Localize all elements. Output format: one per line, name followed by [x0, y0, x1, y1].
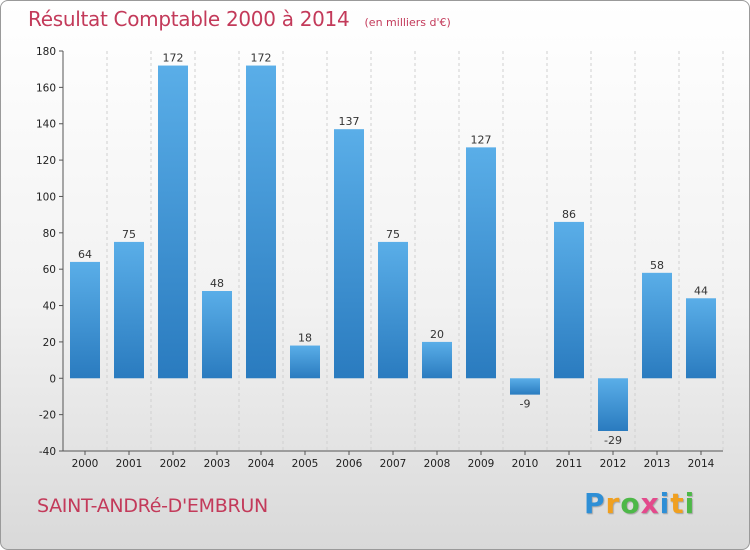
- x-tick-label: 2007: [380, 458, 407, 470]
- bar: [466, 147, 496, 379]
- x-tick-label: 2003: [204, 458, 231, 470]
- logo-letter: r: [605, 487, 621, 520]
- bar-value-label: 18: [298, 332, 312, 345]
- bar-value-label: 75: [386, 228, 400, 241]
- bar-value-label: 86: [562, 208, 576, 221]
- x-tick-label: 2005: [292, 458, 319, 470]
- bar-value-label: 172: [251, 52, 272, 65]
- bar-value-label: 64: [78, 248, 92, 261]
- y-tick-label: 100: [36, 191, 56, 203]
- bar: [114, 241, 144, 379]
- y-tick-label: -40: [39, 446, 56, 458]
- bar: [158, 65, 188, 379]
- bar-value-label: 20: [430, 328, 444, 341]
- bar-value-label: 137: [339, 115, 360, 128]
- proxiti-logo: Proxiti: [584, 487, 695, 520]
- x-tick-label: 2001: [116, 458, 143, 470]
- logo-letter: i: [684, 487, 696, 520]
- chart-title: Résultat Comptable 2000 à 2014: [28, 7, 350, 31]
- y-tick-label: 20: [43, 337, 56, 349]
- logo-letter: t: [670, 487, 685, 520]
- chart-unit: (en milliers d'€): [364, 16, 451, 29]
- x-tick-label: 2002: [160, 458, 187, 470]
- bar-value-label: 58: [650, 259, 664, 272]
- bar-value-label: 172: [163, 52, 184, 65]
- y-tick-label: 60: [43, 264, 56, 276]
- y-tick-label: 180: [36, 46, 56, 58]
- bar: [378, 241, 408, 379]
- x-tick-label: 2006: [336, 458, 363, 470]
- y-tick-label: 160: [36, 82, 56, 94]
- y-tick-label: 140: [36, 119, 56, 131]
- logo-letter: P: [584, 487, 606, 520]
- bar-value-label: 75: [122, 228, 136, 241]
- title-row: Résultat Comptable 2000 à 2014 (en milli…: [28, 7, 451, 31]
- bar: [202, 291, 232, 379]
- x-tick-label: 2008: [424, 458, 451, 470]
- x-tick-label: 2000: [72, 458, 99, 470]
- x-tick-label: 2013: [644, 458, 671, 470]
- y-tick-label: 0: [49, 373, 56, 385]
- logo-letter: i: [659, 487, 671, 520]
- bar: [642, 272, 672, 379]
- y-tick-label: 40: [43, 301, 56, 313]
- bar: [598, 378, 628, 431]
- commune-name: SAINT-ANDRé-D'EMBRUN: [37, 495, 268, 517]
- logo-letter: x: [640, 487, 660, 520]
- bar-value-label: -9: [520, 398, 531, 411]
- bar: [334, 129, 364, 379]
- bar: [422, 341, 452, 379]
- x-tick-label: 2014: [688, 458, 715, 470]
- x-tick-label: 2009: [468, 458, 495, 470]
- bar-value-label: -29: [604, 434, 622, 447]
- logo-letter: o: [620, 487, 641, 520]
- bar-value-label: 127: [471, 133, 492, 146]
- x-tick-label: 2011: [556, 458, 583, 470]
- y-tick-label: 80: [43, 228, 56, 240]
- bar: [510, 378, 540, 395]
- bar: [290, 345, 320, 379]
- y-tick-label: 120: [36, 155, 56, 167]
- x-tick-label: 2012: [600, 458, 627, 470]
- bar: [554, 221, 584, 379]
- bar: [686, 298, 716, 379]
- bar: [70, 261, 100, 379]
- x-tick-label: 2004: [248, 458, 275, 470]
- bar-value-label: 48: [210, 277, 224, 290]
- bar: [246, 65, 276, 379]
- bar-value-label: 44: [694, 284, 708, 297]
- y-tick-label: -20: [39, 410, 56, 422]
- x-tick-label: 2010: [512, 458, 539, 470]
